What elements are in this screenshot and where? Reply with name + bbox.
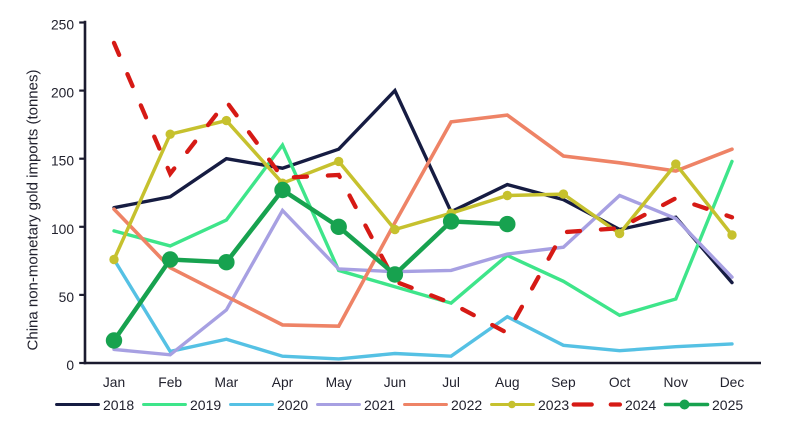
svg-text:0: 0 bbox=[66, 358, 74, 373]
svg-text:Jun: Jun bbox=[384, 375, 406, 390]
svg-text:2018: 2018 bbox=[103, 397, 134, 413]
svg-text:2021: 2021 bbox=[364, 397, 395, 413]
svg-text:2023: 2023 bbox=[538, 397, 569, 413]
svg-text:2020: 2020 bbox=[277, 397, 308, 413]
svg-text:Aug: Aug bbox=[495, 375, 520, 390]
svg-text:China non-monetary gold import: China non-monetary gold imports (tonnes) bbox=[25, 70, 42, 351]
svg-text:Oct: Oct bbox=[609, 375, 631, 390]
svg-text:2024: 2024 bbox=[625, 397, 656, 413]
svg-text:Nov: Nov bbox=[664, 375, 689, 390]
svg-text:Jul: Jul bbox=[442, 375, 460, 390]
svg-text:Feb: Feb bbox=[158, 375, 182, 390]
svg-text:Mar: Mar bbox=[215, 375, 239, 390]
svg-text:200: 200 bbox=[51, 86, 74, 101]
svg-text:2025: 2025 bbox=[712, 397, 743, 413]
svg-text:2019: 2019 bbox=[190, 397, 221, 413]
svg-text:100: 100 bbox=[51, 222, 74, 237]
svg-text:150: 150 bbox=[51, 154, 74, 169]
svg-text:2022: 2022 bbox=[451, 397, 482, 413]
svg-text:Jan: Jan bbox=[103, 375, 125, 390]
svg-text:Dec: Dec bbox=[720, 375, 745, 390]
svg-text:Sep: Sep bbox=[551, 375, 576, 390]
svg-text:50: 50 bbox=[59, 290, 75, 305]
svg-text:May: May bbox=[326, 375, 352, 390]
svg-text:Apr: Apr bbox=[272, 375, 294, 390]
svg-text:250: 250 bbox=[51, 18, 74, 33]
